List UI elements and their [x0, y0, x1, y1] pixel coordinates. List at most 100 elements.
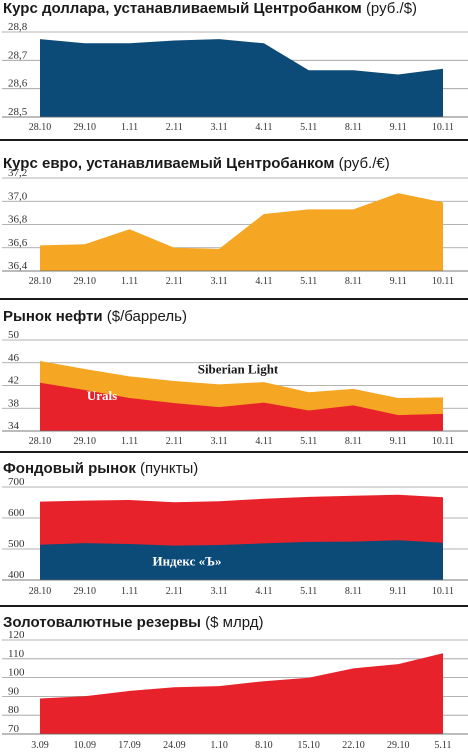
eur-rate-panel: Курс евро, устанавливаемый Центробанком …	[0, 155, 468, 300]
y-tick-label: 700	[8, 476, 25, 488]
siberian-light-label: Siberian Light	[198, 361, 279, 376]
x-tick-label: 2.11	[166, 436, 183, 447]
eur-rate-chart: 37,2 37,0 36,8 36,6 36,428.10 29.10 1.11 2.11 3.…	[2, 167, 468, 287]
y-tick-label: 36,8	[8, 214, 28, 226]
x-tick-label: 4.11	[255, 586, 272, 597]
y-tick-label: 400	[8, 569, 25, 581]
y-tick-label: 36,6	[8, 237, 28, 249]
y-tick-label: 120	[8, 629, 25, 641]
x-tick-label: 8.11	[345, 276, 362, 287]
usd-rate-title: Курс доллара, устанавливаемый Центробанк…	[3, 0, 418, 17]
y-tick-label: 37,2	[8, 167, 27, 179]
eur-rate-title: Курс евро, устанавливаемый Центробанком …	[3, 155, 390, 172]
x-tick-label: 10.11	[432, 276, 454, 287]
y-tick-label: 28,8	[8, 21, 28, 33]
reserves-panel: Золотовалютные резервы ($ млрд) 120 110 10…	[0, 614, 468, 752]
x-tick-label: 10.11	[432, 586, 454, 597]
y-tick-label: 28,6	[8, 78, 28, 90]
y-tick-label: 110	[8, 648, 25, 660]
x-tick-label: 1.10	[210, 740, 228, 751]
series-area-1	[40, 540, 443, 580]
x-tick-label: 1.11	[121, 586, 138, 597]
x-tick-label: 3.11	[211, 586, 228, 597]
y-tick-label: 46	[8, 352, 20, 364]
x-tick-label: 5.11	[300, 122, 317, 133]
x-tick-label: 8.11	[345, 436, 362, 447]
y-tick-label: 36,4	[8, 260, 28, 272]
reserves-title: Золотовалютные резервы ($ млрд)	[3, 614, 264, 631]
x-tick-label: 3.09	[31, 740, 49, 751]
x-tick-label: 22.10	[342, 740, 365, 751]
x-tick-label: 5.11	[300, 436, 317, 447]
x-tick-label: 4.11	[255, 276, 272, 287]
stock-market-chart: 700 600 500 400 28.10 29.10 1.11 2.11 3.11 4.11 5.…	[2, 460, 468, 597]
series-area-0	[40, 39, 443, 117]
x-tick-label: 8.11	[345, 122, 362, 133]
x-tick-label: 5.11	[300, 586, 317, 597]
y-tick-label: 50	[8, 329, 20, 341]
stock-market-panel: Фондовый рынок (пункты) 700 600 500 400 28.1…	[0, 460, 468, 605]
usd-rate-chart: 28,8 28,7 28,6 28,528.10 29.10 1.11 2.11 3.11 4.…	[2, 21, 468, 133]
x-tick-label: 9.11	[390, 122, 407, 133]
x-tick-label: 8.11	[345, 586, 362, 597]
x-tick-label: 28.10	[29, 436, 52, 447]
x-tick-label: 29.10	[74, 122, 97, 133]
x-tick-label: 1.11	[121, 276, 138, 287]
y-tick-label: 28,7	[8, 49, 28, 61]
divider	[0, 139, 468, 141]
x-tick-label: 4.11	[255, 122, 272, 133]
oil-market-title: Рынок нефти ($/баррель)	[3, 308, 187, 325]
series-area-1	[40, 382, 443, 431]
x-tick-label: 3.11	[211, 276, 228, 287]
x-tick-label: 29.10	[74, 436, 97, 447]
series-area-0	[40, 193, 443, 271]
usd-rate-panel: Курс доллара, устанавливаемый Центробанк…	[0, 0, 468, 145]
x-tick-label: 3.11	[211, 436, 228, 447]
oil-market-chart: 50 46 42 38 34 28.10 29.10 1.11 2.11 3.11 4.11 5.11…	[2, 329, 468, 447]
y-tick-label: 42	[8, 375, 19, 387]
x-tick-label: 2.11	[166, 276, 183, 287]
x-tick-label: 24.09	[163, 740, 186, 751]
x-tick-label: 2.11	[166, 122, 183, 133]
y-tick-label: 38	[8, 397, 20, 409]
y-tick-label: 90	[8, 685, 20, 697]
rts-index-label: Индекс РТС	[297, 460, 369, 475]
x-tick-label: 29.10	[74, 276, 97, 287]
x-tick-label: 28.10	[29, 586, 52, 597]
y-tick-label: 37,0	[8, 190, 28, 202]
x-tick-label: 3.11	[211, 122, 228, 133]
y-tick-label: 28,5	[8, 106, 28, 118]
x-tick-label: 9.11	[390, 276, 407, 287]
oil-market-panel: Рынок нефти ($/баррель) 50 46 42 38 34 28.10 2…	[0, 308, 468, 453]
x-tick-label: 1.11	[121, 122, 138, 133]
x-tick-label: 8.10	[255, 740, 273, 751]
y-tick-label: 100	[8, 667, 25, 679]
x-tick-label: 28.10	[29, 276, 52, 287]
y-tick-label: 70	[8, 723, 20, 735]
reserves-chart: 120 110 100 90 80 70 3.09 10.09 17.09 24.09 1.10 8.…	[2, 629, 468, 751]
x-tick-label: 10.09	[74, 740, 97, 751]
x-tick-label: 9.11	[390, 586, 407, 597]
x-tick-label: 10.11	[432, 122, 454, 133]
x-tick-label: 17.09	[118, 740, 141, 751]
urals-label: Urals	[87, 388, 117, 403]
stock-market-title: Фондовый рынок (пункты)	[3, 460, 199, 477]
divider	[0, 451, 468, 453]
x-tick-label: 5.11	[434, 740, 451, 751]
x-tick-label: 4.11	[255, 436, 272, 447]
x-tick-label: 2.11	[166, 586, 183, 597]
y-tick-label: 34	[8, 420, 20, 432]
x-tick-label: 9.11	[390, 436, 407, 447]
divider	[0, 298, 468, 300]
x-tick-label: 28.10	[29, 122, 52, 133]
x-tick-label: 10.11	[432, 436, 454, 447]
x-tick-label: 5.11	[300, 276, 317, 287]
y-tick-label: 500	[8, 538, 25, 550]
y-tick-label: 80	[8, 704, 20, 716]
x-tick-label: 29.10	[387, 740, 410, 751]
x-tick-label: 1.11	[121, 436, 138, 447]
divider	[0, 605, 468, 607]
x-tick-label: 29.10	[74, 586, 97, 597]
series-area-0	[40, 653, 443, 734]
y-tick-label: 600	[8, 507, 25, 519]
